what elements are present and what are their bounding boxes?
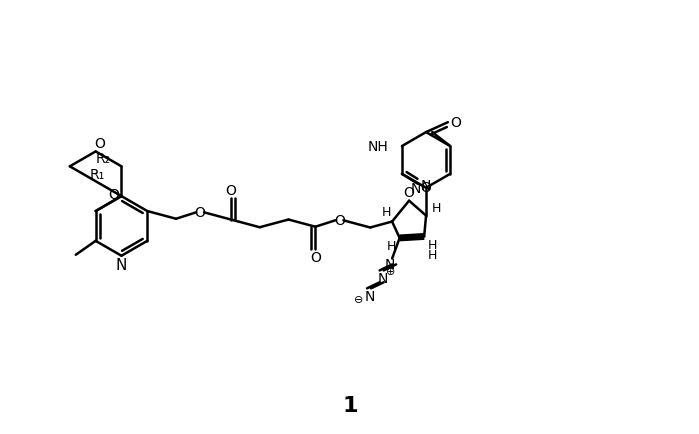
Text: N: N xyxy=(377,272,388,286)
Text: O: O xyxy=(108,188,119,202)
Text: N: N xyxy=(116,258,127,273)
Text: O: O xyxy=(226,183,236,197)
Text: NH: NH xyxy=(367,140,388,154)
Text: O: O xyxy=(403,185,415,199)
Text: O: O xyxy=(194,206,206,220)
Text: H: H xyxy=(427,238,437,251)
Text: ⊖: ⊖ xyxy=(354,295,363,305)
Text: O: O xyxy=(420,181,431,194)
Text: H: H xyxy=(427,248,437,261)
Text: R₂: R₂ xyxy=(96,152,111,166)
Text: N: N xyxy=(385,258,396,272)
Text: O: O xyxy=(334,214,345,228)
Text: N: N xyxy=(411,181,421,195)
Text: H: H xyxy=(382,206,391,219)
Text: H: H xyxy=(431,202,440,215)
Text: H: H xyxy=(387,240,396,253)
Text: 1: 1 xyxy=(343,395,358,415)
Text: R₁: R₁ xyxy=(90,168,106,182)
Text: ⊕: ⊕ xyxy=(386,267,395,277)
Text: N: N xyxy=(421,178,431,192)
Text: O: O xyxy=(94,137,105,151)
Text: N: N xyxy=(365,289,375,303)
Text: O: O xyxy=(310,250,321,264)
Text: O: O xyxy=(450,116,461,130)
